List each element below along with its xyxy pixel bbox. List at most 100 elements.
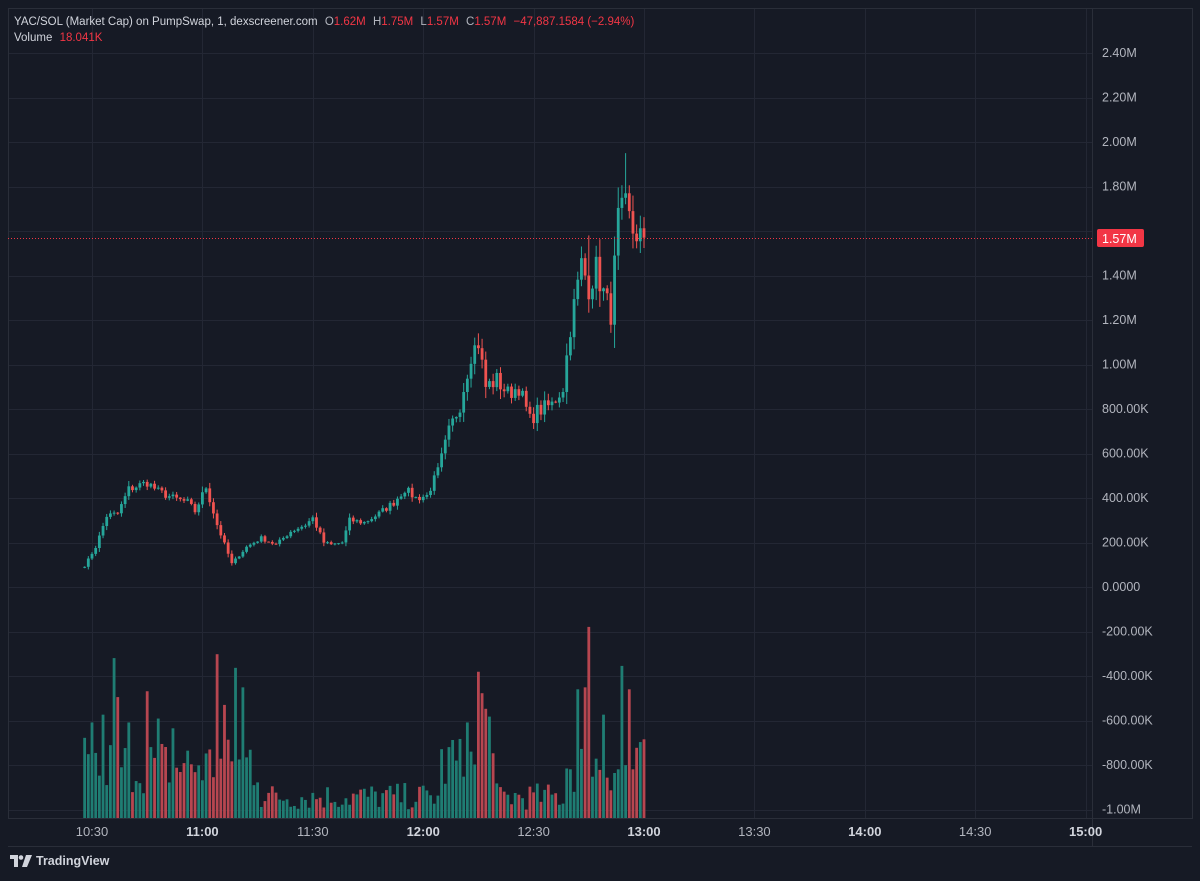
volume-bars — [83, 626, 646, 818]
candle-body — [517, 389, 521, 396]
volume-bar — [315, 799, 318, 818]
candle-body — [167, 496, 171, 498]
candle-body — [315, 517, 318, 528]
price-tick-label: 2.20M — [1102, 91, 1137, 105]
volume-bar — [425, 790, 429, 818]
volume-bar — [458, 738, 462, 818]
candle-body — [245, 546, 248, 552]
volume-bar — [109, 745, 112, 818]
volume-label[interactable]: Volume — [14, 32, 53, 44]
volume-bar — [631, 769, 635, 818]
price-tick-label: -200.00K — [1102, 625, 1153, 639]
volume-bar — [289, 806, 293, 818]
candle-body — [443, 439, 447, 454]
volume-bar — [296, 808, 300, 818]
candle-body — [627, 193, 631, 212]
volume-bar — [605, 777, 609, 818]
volume-value: 18.041K — [59, 32, 103, 44]
volume-bar — [499, 787, 502, 818]
candle-body — [329, 542, 333, 545]
candle-body — [502, 389, 506, 392]
volume-bar — [307, 807, 311, 818]
legend-volume-row: Volume 18.041K — [14, 30, 634, 46]
volume-bar — [407, 809, 410, 818]
time-tick-label: 10:30 — [76, 824, 109, 839]
candle-body — [189, 499, 193, 504]
volume-bar — [517, 794, 521, 818]
candle-body — [392, 502, 396, 506]
volume-bar — [550, 794, 554, 818]
volume-bar — [510, 804, 513, 818]
volume-bar — [281, 800, 285, 818]
volume-bar — [186, 750, 190, 818]
volume-bar — [642, 739, 646, 818]
candle-body — [524, 390, 528, 407]
candle-body — [399, 496, 403, 499]
volume-bar — [569, 769, 572, 818]
volume-bar — [385, 790, 388, 818]
candle-body — [304, 525, 307, 527]
candle-body — [642, 228, 646, 238]
candle-body — [528, 406, 532, 414]
candle-body — [362, 521, 366, 524]
candle-body — [403, 492, 407, 497]
tradingview-brand[interactable]: TradingView — [10, 854, 109, 868]
volume-bar — [465, 722, 469, 818]
volume-bar — [480, 693, 484, 818]
volume-bar — [123, 748, 127, 818]
volume-bar — [502, 791, 506, 818]
candle-body — [278, 539, 282, 545]
candle-body — [583, 258, 587, 276]
volume-bar — [477, 671, 480, 818]
candle-body — [83, 566, 87, 568]
volume-bar — [447, 747, 451, 818]
candle-body — [193, 503, 197, 513]
candle-body — [208, 488, 212, 503]
volume-bar — [175, 767, 179, 818]
volume-bar — [565, 768, 569, 818]
candle-body — [355, 520, 359, 522]
volume-bar — [469, 751, 473, 818]
symbol-label[interactable]: YAC/SOL (Market Cap) on PumpSwap, 1, dex… — [14, 16, 318, 28]
price-tick-label: 2.00M — [1102, 135, 1137, 149]
volume-bar — [274, 792, 278, 818]
volume-bar — [131, 792, 134, 818]
close-key: C — [466, 16, 475, 28]
candle-body — [237, 556, 241, 559]
volume-bar — [189, 764, 193, 818]
volume-bar — [134, 781, 138, 818]
candle-body — [153, 483, 156, 489]
volume-bar — [278, 799, 282, 818]
candle-body — [90, 553, 94, 559]
candle-body — [223, 535, 226, 543]
candle-body — [274, 543, 278, 545]
volume-bar — [142, 793, 145, 818]
volume-bar — [495, 783, 499, 818]
volume-bar — [609, 790, 613, 818]
price-tick-label: -600.00K — [1102, 714, 1153, 728]
candle-body — [333, 543, 337, 545]
candle-body — [572, 299, 576, 338]
volume-bar — [167, 782, 171, 818]
candle-body — [337, 543, 340, 545]
candle-body — [569, 337, 572, 356]
candle-body — [145, 481, 149, 487]
chart-legend: YAC/SOL (Market Cap) on PumpSwap, 1, dex… — [14, 14, 634, 46]
candle-body — [142, 481, 145, 484]
candle-body — [414, 496, 418, 498]
last-price-badge-bg — [1097, 229, 1144, 247]
candle-body — [550, 401, 554, 406]
volume-bar — [598, 769, 602, 818]
volume-bar — [524, 809, 528, 818]
candle-body — [105, 516, 109, 526]
last-price-badge[interactable]: 1.57M — [1097, 229, 1144, 247]
price-tick-label: 0.0000 — [1102, 580, 1140, 594]
candle-body — [322, 532, 326, 543]
candle-body — [396, 498, 399, 506]
candle-body — [506, 386, 510, 392]
high-value: 1.75M — [381, 16, 414, 28]
price-tick-label: 1.20M — [1102, 313, 1137, 327]
price-tick-label: 1.00M — [1102, 358, 1137, 372]
